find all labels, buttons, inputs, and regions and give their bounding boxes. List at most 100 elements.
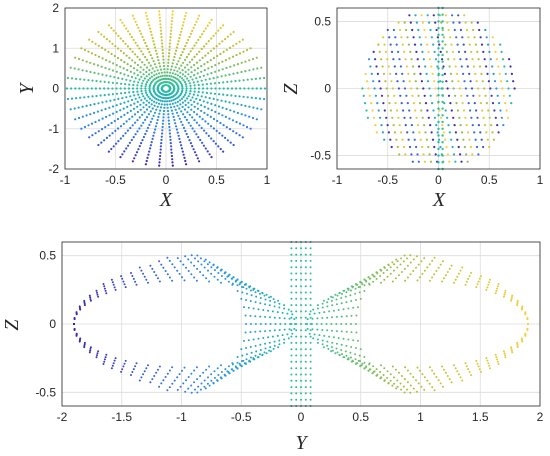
- data-point: [159, 75, 162, 78]
- data-point: [359, 297, 362, 300]
- data-point: [340, 343, 343, 346]
- data-point: [163, 103, 166, 106]
- xy-scatter-points: [65, 10, 267, 167]
- data-point: [386, 28, 389, 32]
- data-point: [128, 141, 131, 144]
- data-point: [410, 124, 413, 127]
- data-point: [214, 87, 217, 90]
- data-point: [89, 61, 92, 64]
- data-point: [394, 277, 397, 280]
- data-point: [488, 116, 491, 119]
- data-point: [391, 280, 394, 283]
- data-point: [490, 124, 493, 127]
- data-point: [181, 51, 184, 54]
- data-point: [381, 65, 384, 68]
- data-point: [431, 276, 434, 279]
- data-point: [121, 97, 124, 100]
- data-point: [224, 277, 227, 280]
- data-point: [406, 102, 409, 105]
- data-point: [412, 270, 415, 272]
- data-point: [295, 335, 298, 338]
- data-point: [494, 353, 497, 356]
- data-point: [410, 58, 413, 61]
- data-point: [287, 308, 290, 311]
- data-point: [395, 387, 398, 390]
- data-point: [166, 64, 170, 68]
- data-point: [238, 40, 241, 43]
- data-point: [130, 272, 132, 274]
- data-point: [160, 382, 163, 385]
- data-point: [174, 66, 177, 69]
- data-point: [448, 65, 451, 68]
- data-point: [145, 70, 148, 74]
- data-point: [441, 124, 444, 127]
- data-point: [129, 95, 132, 98]
- data-point: [176, 104, 179, 107]
- data-point: [503, 65, 506, 68]
- data-point: [495, 356, 498, 359]
- data-point: [300, 398, 302, 401]
- data-point: [453, 281, 455, 284]
- data-point: [332, 309, 335, 312]
- data-point: [350, 300, 353, 302]
- data-point: [232, 102, 235, 105]
- data-point: [325, 323, 328, 325]
- data-point: [300, 323, 302, 325]
- data-point: [423, 124, 426, 127]
- data-point: [128, 33, 131, 36]
- data-point: [204, 387, 207, 390]
- data-point: [152, 79, 155, 82]
- data-point: [484, 94, 487, 97]
- data-point: [344, 295, 347, 298]
- data-point: [504, 291, 506, 294]
- data-point: [412, 131, 415, 134]
- data-point: [437, 47, 440, 50]
- data-point: [382, 374, 385, 376]
- data-point: [248, 115, 251, 118]
- data-point: [177, 79, 180, 82]
- data-point: [235, 366, 238, 369]
- data-point: [350, 346, 353, 348]
- data-point: [345, 354, 348, 357]
- data-point: [148, 150, 151, 153]
- data-point: [355, 314, 358, 317]
- data-point: [389, 43, 392, 46]
- data-point: [401, 138, 404, 141]
- data-point: [137, 93, 140, 96]
- data-point: [290, 278, 293, 281]
- data-point: [145, 14, 148, 18]
- data-point: [170, 151, 173, 154]
- data-point: [217, 374, 220, 376]
- data-point: [187, 79, 190, 82]
- data-point: [383, 278, 386, 281]
- data-point: [489, 58, 492, 61]
- data-point: [259, 349, 262, 351]
- data-point: [130, 98, 134, 102]
- data-point: [495, 289, 498, 292]
- data-point: [420, 260, 423, 263]
- data-point: [190, 372, 193, 375]
- data-point: [138, 127, 141, 130]
- data-point: [446, 153, 449, 156]
- data-point: [309, 253, 312, 256]
- data-point: [181, 89, 184, 92]
- data-point: [290, 259, 293, 262]
- data-point: [214, 32, 217, 35]
- data-point: [372, 365, 375, 368]
- data-point: [140, 124, 143, 127]
- data-point: [168, 259, 171, 262]
- data-point: [186, 97, 189, 100]
- data-point: [404, 279, 407, 282]
- data-point: [187, 95, 190, 98]
- data-point: [107, 93, 110, 96]
- data-point: [192, 93, 195, 96]
- data-point: [125, 54, 128, 57]
- data-point: [171, 382, 174, 385]
- data-point: [248, 59, 251, 62]
- data-point: [138, 29, 141, 32]
- data-point: [157, 98, 160, 101]
- data-point: [152, 60, 155, 63]
- data-point: [466, 160, 469, 163]
- data-point: [183, 18, 186, 21]
- data-point: [245, 125, 249, 129]
